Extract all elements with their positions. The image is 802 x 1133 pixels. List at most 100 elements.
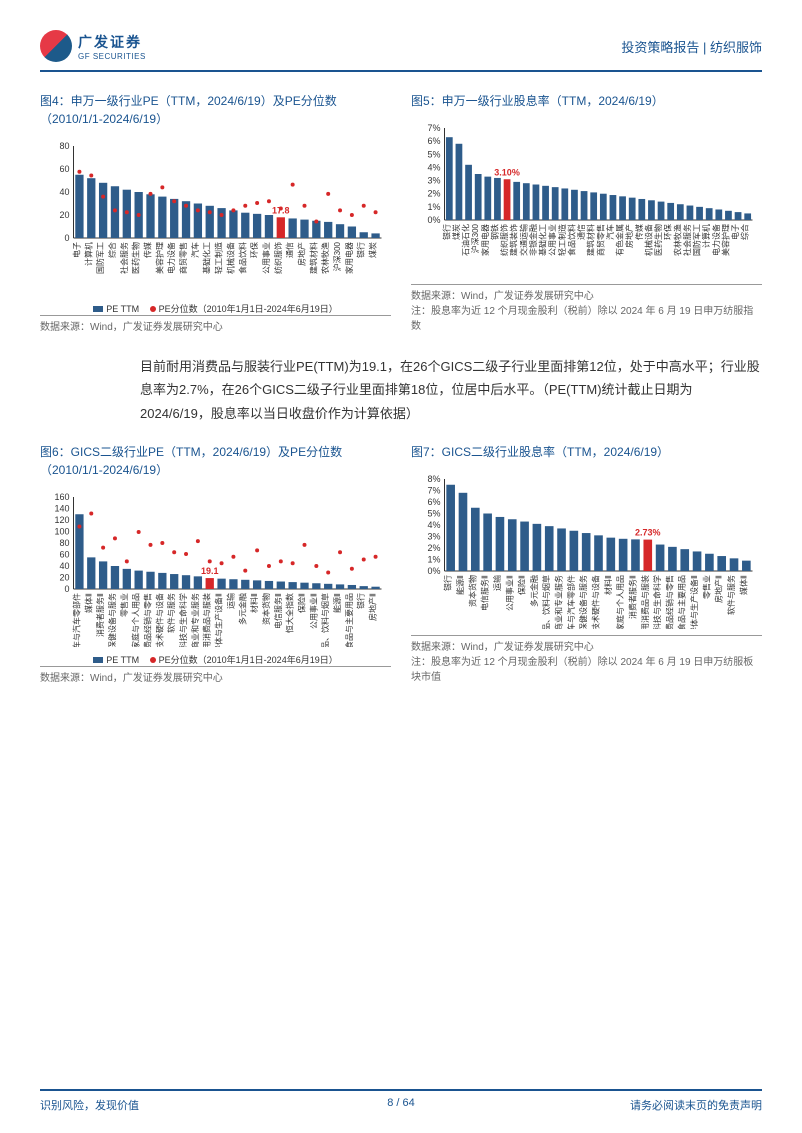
svg-text:环保: 环保 (249, 242, 259, 258)
svg-text:6%: 6% (427, 497, 440, 507)
svg-text:60: 60 (59, 550, 69, 560)
logo-en: GF SECURITIES (78, 52, 146, 61)
chart7-title: 图7：GICS二级行业股息率（TTM，2024/6/19） (411, 443, 762, 461)
svg-text:医药生物: 医药生物 (653, 224, 663, 256)
header-right: 投资策略报告 | 纺织服饰 (621, 37, 762, 56)
svg-text:运输: 运输 (492, 575, 502, 591)
svg-text:银行: 银行 (356, 242, 366, 258)
svg-text:银行: 银行 (356, 593, 366, 609)
svg-text:40: 40 (59, 561, 69, 571)
svg-text:房地产: 房地产 (297, 242, 307, 266)
svg-text:80: 80 (59, 538, 69, 548)
svg-text:软件与服务: 软件与服务 (166, 593, 176, 633)
svg-text:多元金融: 多元金融 (237, 593, 247, 625)
svg-text:电子: 电子 (730, 224, 740, 240)
svg-text:7%: 7% (427, 486, 440, 496)
svg-text:2.73%: 2.73% (635, 528, 661, 538)
svg-text:机械设备: 机械设备 (643, 224, 653, 256)
svg-text:保险Ⅱ: 保险Ⅱ (297, 593, 307, 613)
svg-text:房地产: 房地产 (624, 224, 634, 248)
svg-text:19.1: 19.1 (201, 566, 219, 576)
chart7-note: 注：股息率为近 12 个月现金股利（税前）除以 2024 年 6 月 19 日申… (411, 655, 762, 685)
svg-text:家庭与个人用品: 家庭与个人用品 (131, 593, 141, 647)
body-text: 目前耐用消费品与服装行业PE(TTM)为19.1，在26个GICS二级子行业里面… (140, 355, 762, 425)
chart5-source: 数据来源：Wind，广发证券发展研究中心 注：股息率为近 12 个月现金股利（税… (411, 284, 762, 334)
chart4: 图4：申万一级行业PE（TTM，2024/6/19）及PE分位数（2010/1/… (40, 92, 391, 335)
chart7-svg: 0%1%2%3%4%5%6%7%8%银行能源Ⅱ资本货物电信服务Ⅱ运输公用事业Ⅱ保… (411, 469, 762, 629)
svg-text:食品饮料: 食品饮料 (566, 224, 576, 256)
svg-text:商贸零售: 商贸零售 (595, 224, 605, 256)
svg-text:材料Ⅱ: 材料Ⅱ (603, 575, 613, 595)
svg-text:消费者服务Ⅱ: 消费者服务Ⅱ (95, 593, 105, 637)
svg-text:技术硬件与设备: 技术硬件与设备 (591, 575, 601, 629)
logo-cn: 广发证券 (78, 32, 146, 52)
svg-text:耐用消费品与服装: 耐用消费品与服装 (202, 593, 212, 647)
svg-text:140: 140 (54, 504, 69, 514)
chart7-source: 数据来源：Wind，广发证券发展研究中心 注：股息率为近 12 个月现金股利（税… (411, 635, 762, 685)
svg-text:运输: 运输 (225, 593, 235, 609)
svg-text:3%: 3% (427, 532, 440, 542)
svg-text:计算机: 计算机 (701, 224, 711, 248)
svg-text:电信服务Ⅱ: 电信服务Ⅱ (273, 593, 283, 629)
svg-text:家庭与个人用品: 家庭与个人用品 (615, 575, 625, 629)
svg-text:食品饮料: 食品饮料 (237, 242, 247, 274)
svg-text:零售业: 零售业 (119, 593, 129, 617)
chart5-title: 图5：申万一级行业股息率（TTM，2024/6/19） (411, 92, 762, 110)
chart5-source-text: 数据来源：Wind，广发证券发展研究中心 (411, 289, 762, 304)
svg-text:5%: 5% (427, 509, 440, 519)
svg-text:制药、生物科技与生命科学: 制药、生物科技与生命科学 (652, 575, 662, 629)
svg-text:160: 160 (54, 492, 69, 502)
svg-text:医疗保健设备与服务: 医疗保健设备与服务 (107, 593, 117, 647)
svg-text:沪深300: 沪深300 (332, 241, 342, 271)
logo: 广发证券 GF SECURITIES (40, 30, 146, 62)
svg-text:资本货物: 资本货物 (467, 575, 477, 607)
svg-text:国防军工: 国防军工 (692, 224, 702, 256)
svg-text:消费品经销与零售: 消费品经销与零售 (143, 593, 153, 647)
svg-text:0%: 0% (427, 566, 440, 576)
svg-text:房地产Ⅱ: 房地产Ⅱ (368, 593, 378, 621)
svg-text:通信: 通信 (285, 242, 295, 258)
svg-text:医疗保健设备与服务: 医疗保健设备与服务 (578, 575, 588, 629)
charts-row-1: 图4：申万一级行业PE（TTM，2024/6/19）及PE分位数（2010/1/… (40, 92, 762, 335)
svg-text:1%: 1% (427, 202, 440, 212)
svg-text:农林牧渔: 农林牧渔 (672, 224, 682, 256)
chart4-legend1: PE TTM (106, 304, 139, 314)
svg-text:消费品经销与零售: 消费品经销与零售 (664, 575, 674, 629)
svg-text:电信服务Ⅱ: 电信服务Ⅱ (480, 575, 490, 611)
svg-text:材料Ⅱ: 材料Ⅱ (249, 593, 259, 613)
svg-text:家用电器: 家用电器 (344, 242, 354, 274)
chart6-legend2: PE分位数（2010年1月1日-2024年6月19日） (159, 653, 338, 666)
svg-text:4%: 4% (427, 520, 440, 530)
svg-text:公用事业: 公用事业 (261, 242, 271, 274)
svg-text:食品、饮料与烟草: 食品、饮料与烟草 (320, 593, 330, 647)
svg-text:能源Ⅱ: 能源Ⅱ (332, 593, 342, 613)
svg-text:计算机: 计算机 (83, 242, 93, 266)
svg-text:食品、饮料与烟草: 食品、饮料与烟草 (541, 575, 551, 629)
svg-text:3%: 3% (427, 176, 440, 186)
svg-text:轻工制造: 轻工制造 (557, 224, 567, 256)
svg-text:有色金属: 有色金属 (615, 224, 625, 256)
svg-text:2%: 2% (427, 543, 440, 553)
svg-text:环保: 环保 (663, 224, 673, 240)
footer-left: 识别风险，发现价值 (40, 1097, 139, 1113)
svg-text:纺织服饰: 纺织服饰 (273, 242, 283, 274)
svg-text:煤炭: 煤炭 (368, 242, 378, 258)
svg-text:食品与主要用品: 食品与主要用品 (677, 575, 687, 629)
svg-text:恒大全指数: 恒大全指数 (285, 593, 295, 633)
chart5-svg: 0%1%2%3%4%5%6%7%银行煤炭石油石化沪深300家用电器钢铁纺织服饰3… (411, 118, 762, 278)
svg-text:煤炭: 煤炭 (451, 224, 461, 240)
svg-text:媒体Ⅱ: 媒体Ⅱ (83, 593, 93, 613)
svg-text:综合: 综合 (107, 242, 117, 258)
svg-text:20: 20 (59, 573, 69, 583)
svg-text:多元金融: 多元金融 (529, 575, 539, 607)
svg-text:公用事业Ⅱ: 公用事业Ⅱ (504, 575, 514, 611)
svg-text:基础化工: 基础化工 (538, 224, 548, 256)
chart4-legend: PE TTM PE分位数（2010年1月1日-2024年6月19日） (40, 302, 391, 315)
svg-text:7%: 7% (427, 123, 440, 133)
svg-text:120: 120 (54, 515, 69, 525)
svg-text:1%: 1% (427, 555, 440, 565)
svg-text:食品与主要用品: 食品与主要用品 (344, 593, 354, 647)
svg-text:消费者服务Ⅱ: 消费者服务Ⅱ (627, 575, 637, 619)
svg-text:商贸零售: 商贸零售 (178, 242, 188, 274)
svg-text:国防军工: 国防军工 (95, 242, 105, 274)
